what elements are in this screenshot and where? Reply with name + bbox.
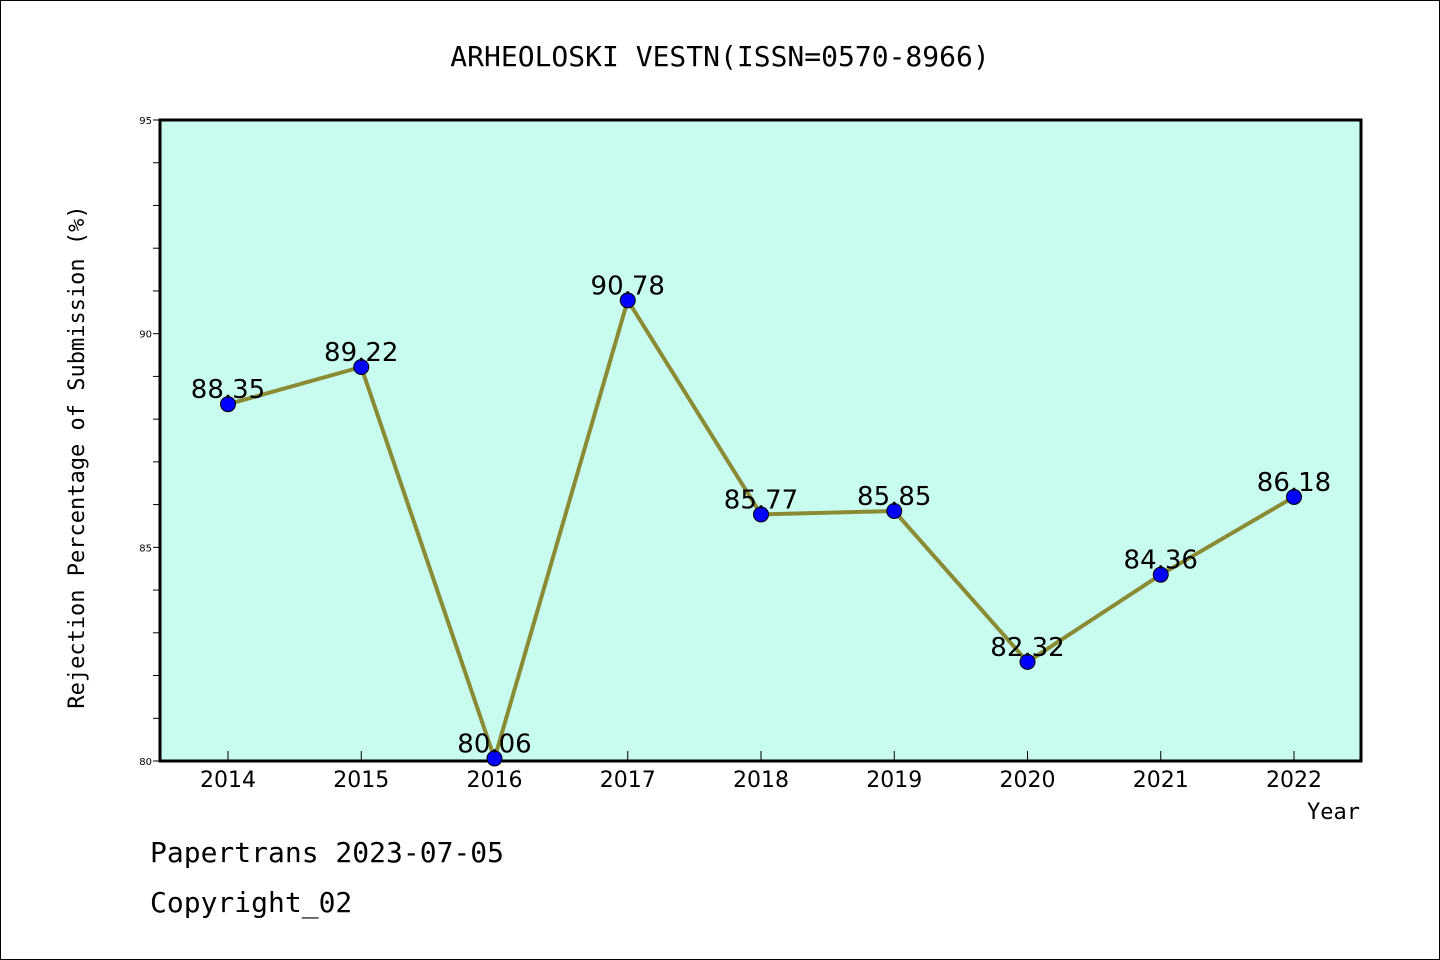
- data-label: 90.78: [591, 271, 665, 301]
- y-axis-ticks: 80 85 90 95: [139, 116, 160, 768]
- data-label: 88.35: [191, 375, 265, 405]
- data-point-marker: [1019, 653, 1036, 670]
- x-tick-label: 2022: [1266, 768, 1322, 793]
- footer-date: Papertrans 2023-07-05: [150, 836, 505, 869]
- y-tick-label: 80: [139, 757, 152, 768]
- x-axis-ticks: 2014 2015 2016 2017 2018 2019 2020 2021 2022: [200, 751, 1322, 793]
- data-label: 84.36: [1124, 546, 1198, 576]
- data-point-marker: [486, 750, 503, 767]
- x-tick-label: 2020: [1000, 768, 1056, 793]
- marker-group: [220, 292, 1302, 767]
- data-label-group: 88.35 89.22 80.06 90.78 85.77 85.85 82.32 84.36…: [191, 271, 1331, 759]
- plot-area: [158, 118, 1363, 763]
- data-point-marker: [353, 358, 370, 375]
- data-label: 85.77: [724, 485, 798, 515]
- y-axis-label: Rejection Percentage of Submission (%): [65, 205, 90, 708]
- y-tick-label: 85: [139, 543, 152, 554]
- y-tick-label: 90: [139, 330, 152, 341]
- x-tick-label: 2015: [333, 768, 389, 793]
- x-tick-label: 2017: [600, 768, 656, 793]
- x-tick-label: 2018: [733, 768, 789, 793]
- x-tick-label: 2016: [467, 768, 523, 793]
- data-label: 82.32: [990, 633, 1064, 663]
- x-tick-label: 2021: [1133, 768, 1189, 793]
- x-tick-label: 2019: [866, 768, 922, 793]
- data-label: 89.22: [324, 338, 398, 368]
- x-axis-label: Year: [1307, 800, 1360, 825]
- data-point-marker: [220, 396, 236, 413]
- chart-title: ARHEOLOSKI VESTN(ISSN=0570-8966): [450, 40, 989, 73]
- data-point-marker: [1286, 488, 1302, 505]
- data-label: 85.85: [857, 482, 931, 512]
- y-tick-label: 95: [139, 116, 152, 127]
- data-point-marker: [886, 503, 903, 520]
- footer-copyright: Copyright_02: [150, 886, 353, 919]
- data-label: 80.06: [457, 729, 531, 759]
- data-point-marker: [1152, 566, 1169, 583]
- x-tick-label: 2014: [200, 768, 256, 793]
- data-point-marker: [619, 292, 636, 309]
- data-point-marker: [753, 506, 769, 523]
- data-label: 86.18: [1257, 468, 1331, 498]
